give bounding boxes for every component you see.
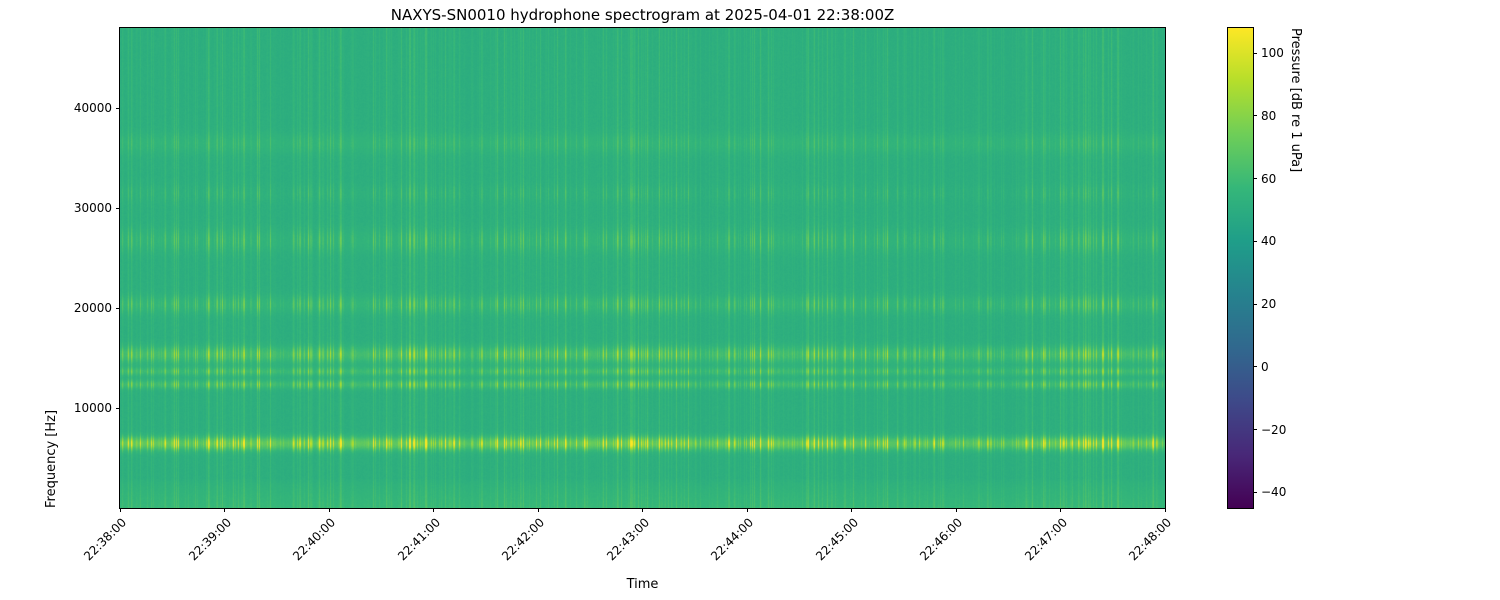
y-tick-label: 40000 xyxy=(73,101,112,115)
chart-title: NAXYS-SN0010 hydrophone spectrogram at 2… xyxy=(390,6,895,24)
x-tick-label: 22:39:00 xyxy=(185,515,234,564)
colorbar-tick-label: −40 xyxy=(1261,485,1287,500)
colorbar-tick-label: 60 xyxy=(1261,171,1277,186)
x-tick-label: 22:41:00 xyxy=(394,515,443,564)
colorbar-tick-mark xyxy=(1253,491,1257,493)
colorbar-tick-mark xyxy=(1253,240,1257,242)
x-tick-mark xyxy=(537,508,539,512)
x-tick-mark xyxy=(433,508,434,512)
y-tick-mark xyxy=(116,407,120,409)
colorbar-tick-mark xyxy=(1253,366,1257,368)
colorbar-label: Pressure [dB re 1 uPa] xyxy=(1288,28,1303,173)
x-tick-mark xyxy=(746,508,748,512)
y-tick-mark xyxy=(116,207,120,209)
colorbar-tick-mark xyxy=(1253,429,1257,431)
x-tick-label: 22:43:00 xyxy=(603,515,652,564)
x-tick-label: 22:45:00 xyxy=(812,515,861,564)
spectrogram-plot xyxy=(119,27,1166,509)
colorbar-tick-mark xyxy=(1253,115,1257,117)
y-tick-mark xyxy=(116,107,120,109)
x-tick-mark xyxy=(851,508,852,512)
colorbar-tick-mark xyxy=(1253,303,1257,305)
x-tick-label: 22:46:00 xyxy=(917,515,966,564)
x-tick-label: 22:47:00 xyxy=(1021,515,1070,564)
y-tick-label: 20000 xyxy=(73,301,112,315)
colorbar-tick-mark xyxy=(1253,52,1257,54)
x-tick-mark xyxy=(119,508,121,512)
x-tick-mark xyxy=(1164,508,1166,512)
x-tick-label: 22:44:00 xyxy=(708,515,757,564)
x-tick-label: 22:42:00 xyxy=(499,515,548,564)
colorbar xyxy=(1227,27,1254,509)
colorbar-gradient xyxy=(1228,28,1253,508)
colorbar-tick-label: 40 xyxy=(1261,234,1277,249)
x-tick-mark xyxy=(955,508,957,512)
colorbar-tick-label: 100 xyxy=(1261,46,1284,61)
x-axis-label: Time xyxy=(626,577,659,592)
colorbar-tick-label: 80 xyxy=(1261,108,1277,123)
x-tick-label: 22:40:00 xyxy=(290,515,339,564)
y-tick-label: 10000 xyxy=(73,401,112,415)
colorbar-tick-label: 20 xyxy=(1261,297,1277,312)
colorbar-tick-label: 0 xyxy=(1261,359,1269,374)
spectrogram-canvas xyxy=(120,28,1165,508)
colorbar-tick-label: −20 xyxy=(1261,422,1287,437)
colorbar-tick-mark xyxy=(1253,178,1257,180)
x-tick-mark xyxy=(328,508,330,512)
y-tick-label: 30000 xyxy=(73,201,112,215)
y-tick-mark xyxy=(116,307,120,309)
y-axis-label: Frequency [Hz] xyxy=(44,409,59,508)
x-tick-mark xyxy=(224,508,225,512)
x-tick-label: 22:48:00 xyxy=(1126,515,1175,564)
x-tick-label: 22:38:00 xyxy=(81,515,130,564)
x-tick-mark xyxy=(1060,508,1061,512)
x-tick-mark xyxy=(642,508,643,512)
